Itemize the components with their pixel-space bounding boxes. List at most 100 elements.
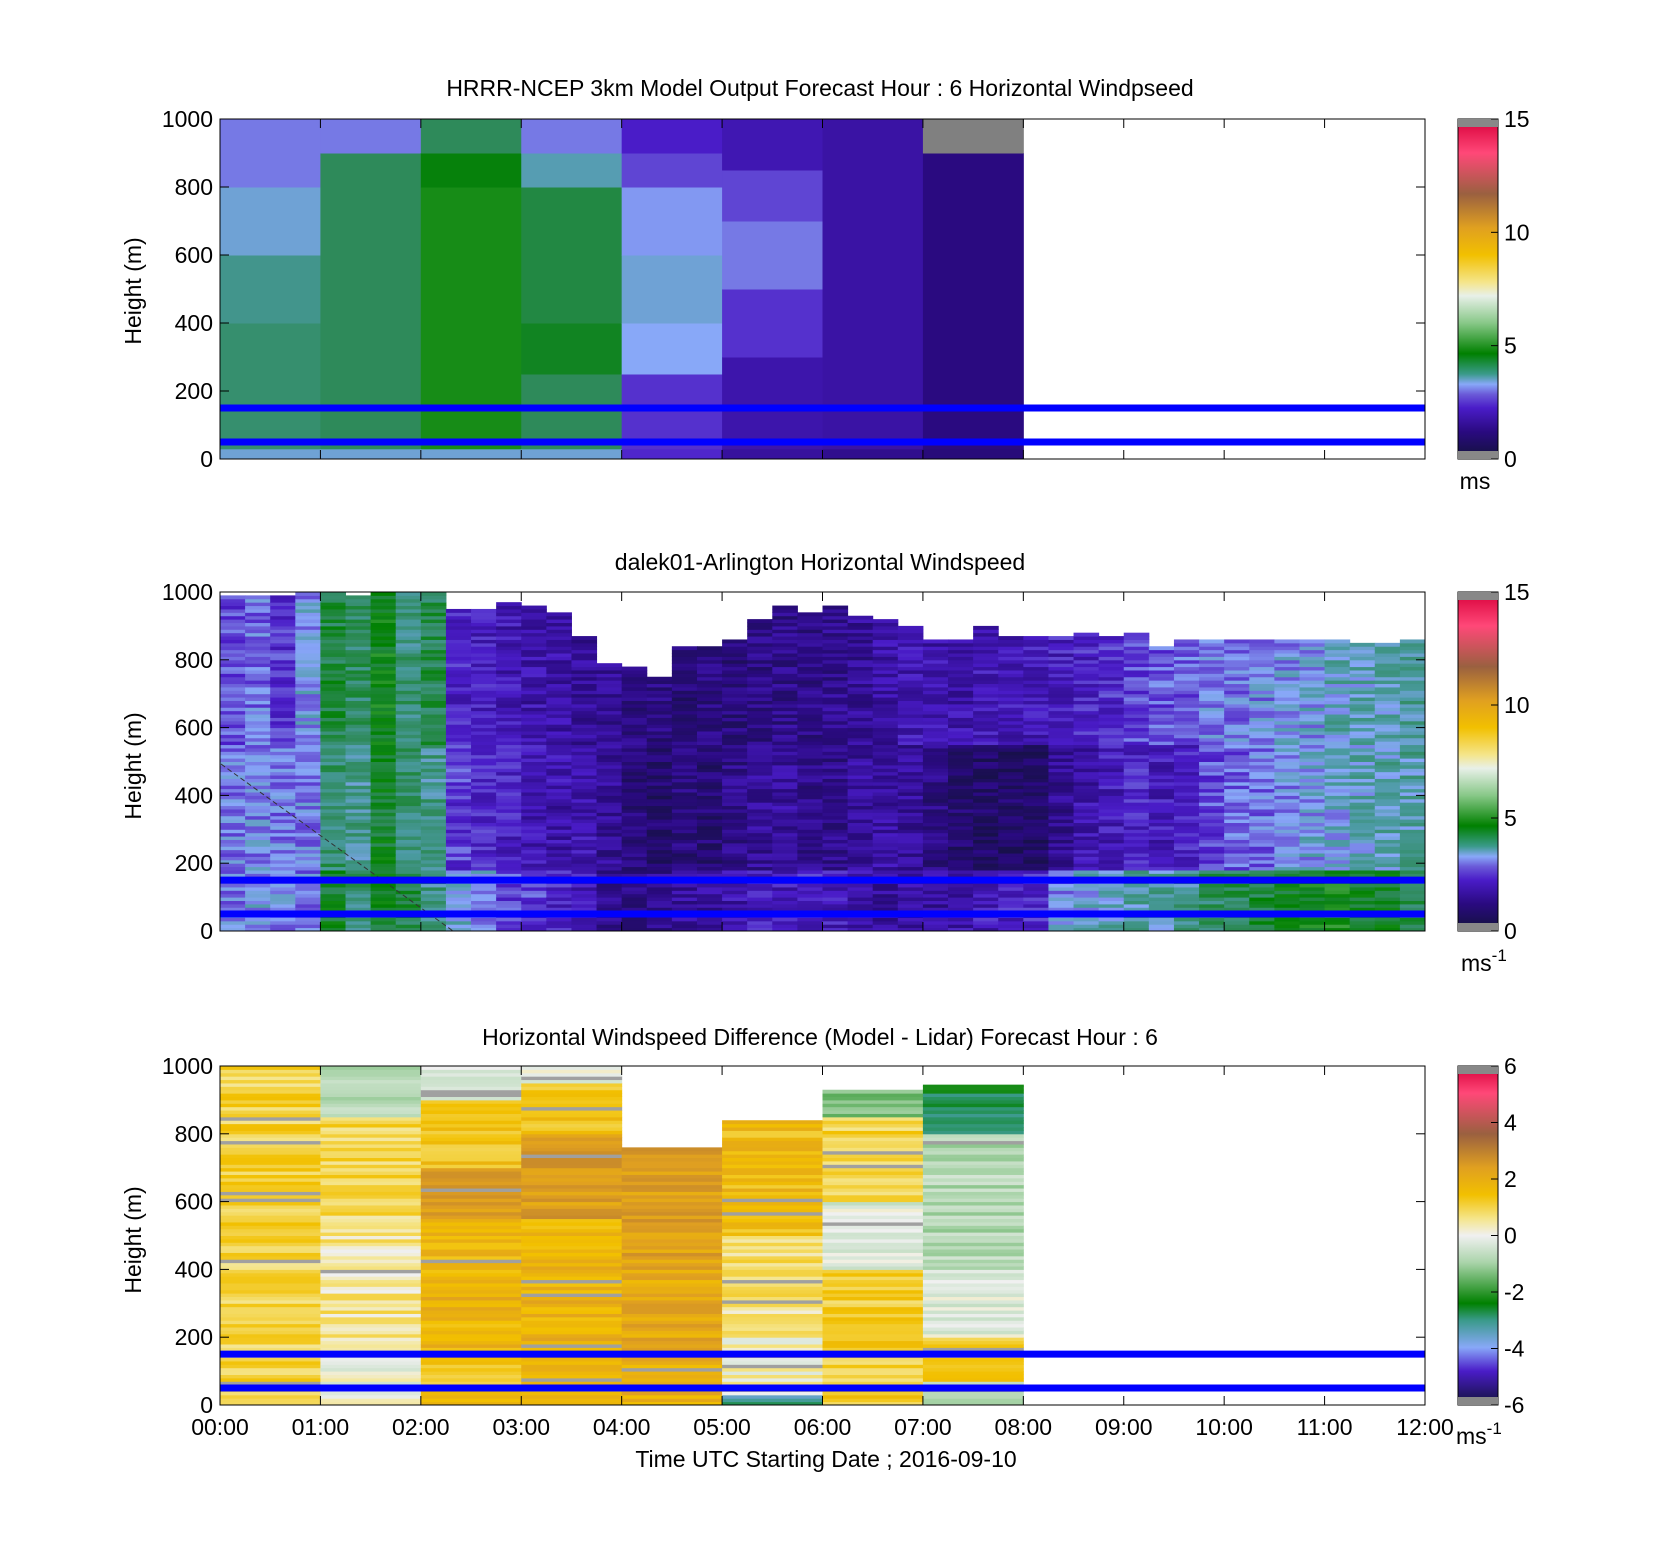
heatmap-cell	[1023, 693, 1049, 698]
heatmap-cell	[1299, 727, 1326, 732]
heatmap-cell	[345, 839, 372, 844]
heatmap-cell	[1349, 686, 1376, 691]
heatmap-cell	[445, 768, 472, 773]
heatmap-cell	[872, 690, 899, 695]
heatmap-cell	[521, 1249, 623, 1253]
heatmap-cell	[722, 700, 748, 705]
heatmap-cell	[395, 683, 422, 688]
heatmap-cell	[1374, 653, 1401, 657]
heatmap-cell	[496, 605, 522, 610]
heatmap-cell	[973, 781, 999, 786]
heatmap-cell	[948, 924, 974, 929]
heatmap-cell	[1324, 920, 1351, 925]
heatmap-cell	[722, 1381, 823, 1386]
heatmap-cell	[320, 1360, 422, 1365]
heatmap-cell	[521, 1181, 623, 1186]
heatmap-cell	[1173, 832, 1200, 837]
heatmap-cell	[1048, 792, 1075, 796]
heatmap-cell	[1098, 859, 1125, 864]
heatmap-cell	[1274, 900, 1300, 905]
heatmap-cell	[1249, 897, 1275, 901]
heatmap-cell	[395, 846, 422, 851]
heatmap-cell	[948, 700, 974, 705]
heatmap-cell	[772, 659, 798, 664]
heatmap-cell	[1123, 903, 1150, 908]
colorbar-tick-label: 0	[1504, 918, 1517, 944]
heatmap-cell	[345, 819, 372, 824]
heatmap-cell	[998, 754, 1024, 759]
heatmap-cell	[571, 802, 598, 807]
heatmap-cell	[646, 724, 673, 729]
heatmap-cell	[420, 863, 447, 868]
heatmap-cell	[220, 683, 246, 688]
heatmap-cell	[420, 1357, 522, 1362]
heatmap-cell	[270, 829, 296, 834]
heatmap-cell	[1274, 690, 1300, 695]
heatmap-cell	[797, 903, 823, 908]
heatmap-cell	[1098, 825, 1125, 830]
heatmap-cell	[797, 822, 823, 827]
heatmap-cell	[722, 1357, 823, 1362]
heatmap-cell	[1173, 893, 1200, 898]
heatmap-cell	[1123, 632, 1150, 637]
heatmap-cell	[1098, 917, 1125, 922]
heatmap-cell	[1324, 744, 1351, 749]
heatmap-cell	[295, 849, 321, 854]
heatmap-cell	[1349, 822, 1376, 827]
heatmap-cell	[1073, 839, 1100, 844]
heatmap-cell	[1123, 802, 1150, 807]
heatmap-cell	[671, 863, 698, 868]
heatmap-cell	[646, 754, 673, 759]
heatmap-cell	[220, 1106, 321, 1111]
heatmap-cell	[596, 754, 623, 759]
heatmap-cell	[270, 761, 296, 766]
heatmap-cell	[270, 676, 296, 681]
heatmap-cell	[1173, 920, 1200, 925]
heatmap-cell	[596, 788, 623, 793]
heatmap-cell	[1249, 700, 1275, 705]
heatmap-cell	[1324, 747, 1351, 752]
heatmap-cell	[1349, 775, 1376, 779]
heatmap-cell	[270, 785, 296, 790]
heatmap-cell	[722, 724, 748, 729]
heatmap-cell	[245, 669, 271, 674]
heatmap-cell	[1274, 842, 1300, 847]
heatmap-cell	[722, 720, 748, 725]
heatmap-cell	[546, 680, 572, 685]
heatmap-cell	[370, 649, 397, 654]
heatmap-cell	[1048, 771, 1075, 776]
heatmap-cell	[797, 836, 823, 840]
heatmap-cell	[621, 890, 648, 895]
heatmap-cell	[420, 1116, 522, 1121]
heatmap-cell	[1073, 775, 1100, 779]
heatmap-cell	[1299, 825, 1326, 830]
heatmap-cell	[320, 646, 347, 651]
heatmap-cell	[948, 853, 974, 857]
heatmap-cell	[521, 1211, 623, 1216]
heatmap-cell	[420, 1323, 522, 1328]
heatmap-cell	[245, 663, 271, 668]
heatmap-cell	[546, 727, 572, 732]
heatmap-cell	[270, 754, 296, 759]
heatmap-cell	[1073, 653, 1100, 657]
heatmap-cell	[922, 717, 949, 722]
heatmap-cell	[998, 724, 1024, 729]
colorbar-endcap	[1458, 451, 1498, 459]
heatmap-cell	[646, 778, 673, 783]
heatmap-cell	[1349, 717, 1376, 722]
heatmap-cell	[571, 785, 598, 790]
heatmap-cell	[1173, 859, 1200, 864]
heatmap-cell	[295, 846, 321, 851]
heatmap-cell	[1224, 856, 1250, 861]
heatmap-cell	[998, 802, 1024, 807]
heatmap-cell	[897, 788, 924, 793]
heatmap-cell	[420, 1367, 522, 1372]
heatmap-cell	[872, 707, 899, 712]
heatmap-cell	[546, 730, 572, 735]
heatmap-cell	[295, 595, 321, 600]
heatmap-cell	[245, 761, 271, 766]
heatmap-cell	[220, 636, 246, 640]
heatmap-cell	[1324, 883, 1351, 888]
heatmap-cell	[521, 663, 547, 668]
heatmap-cell	[546, 737, 572, 742]
